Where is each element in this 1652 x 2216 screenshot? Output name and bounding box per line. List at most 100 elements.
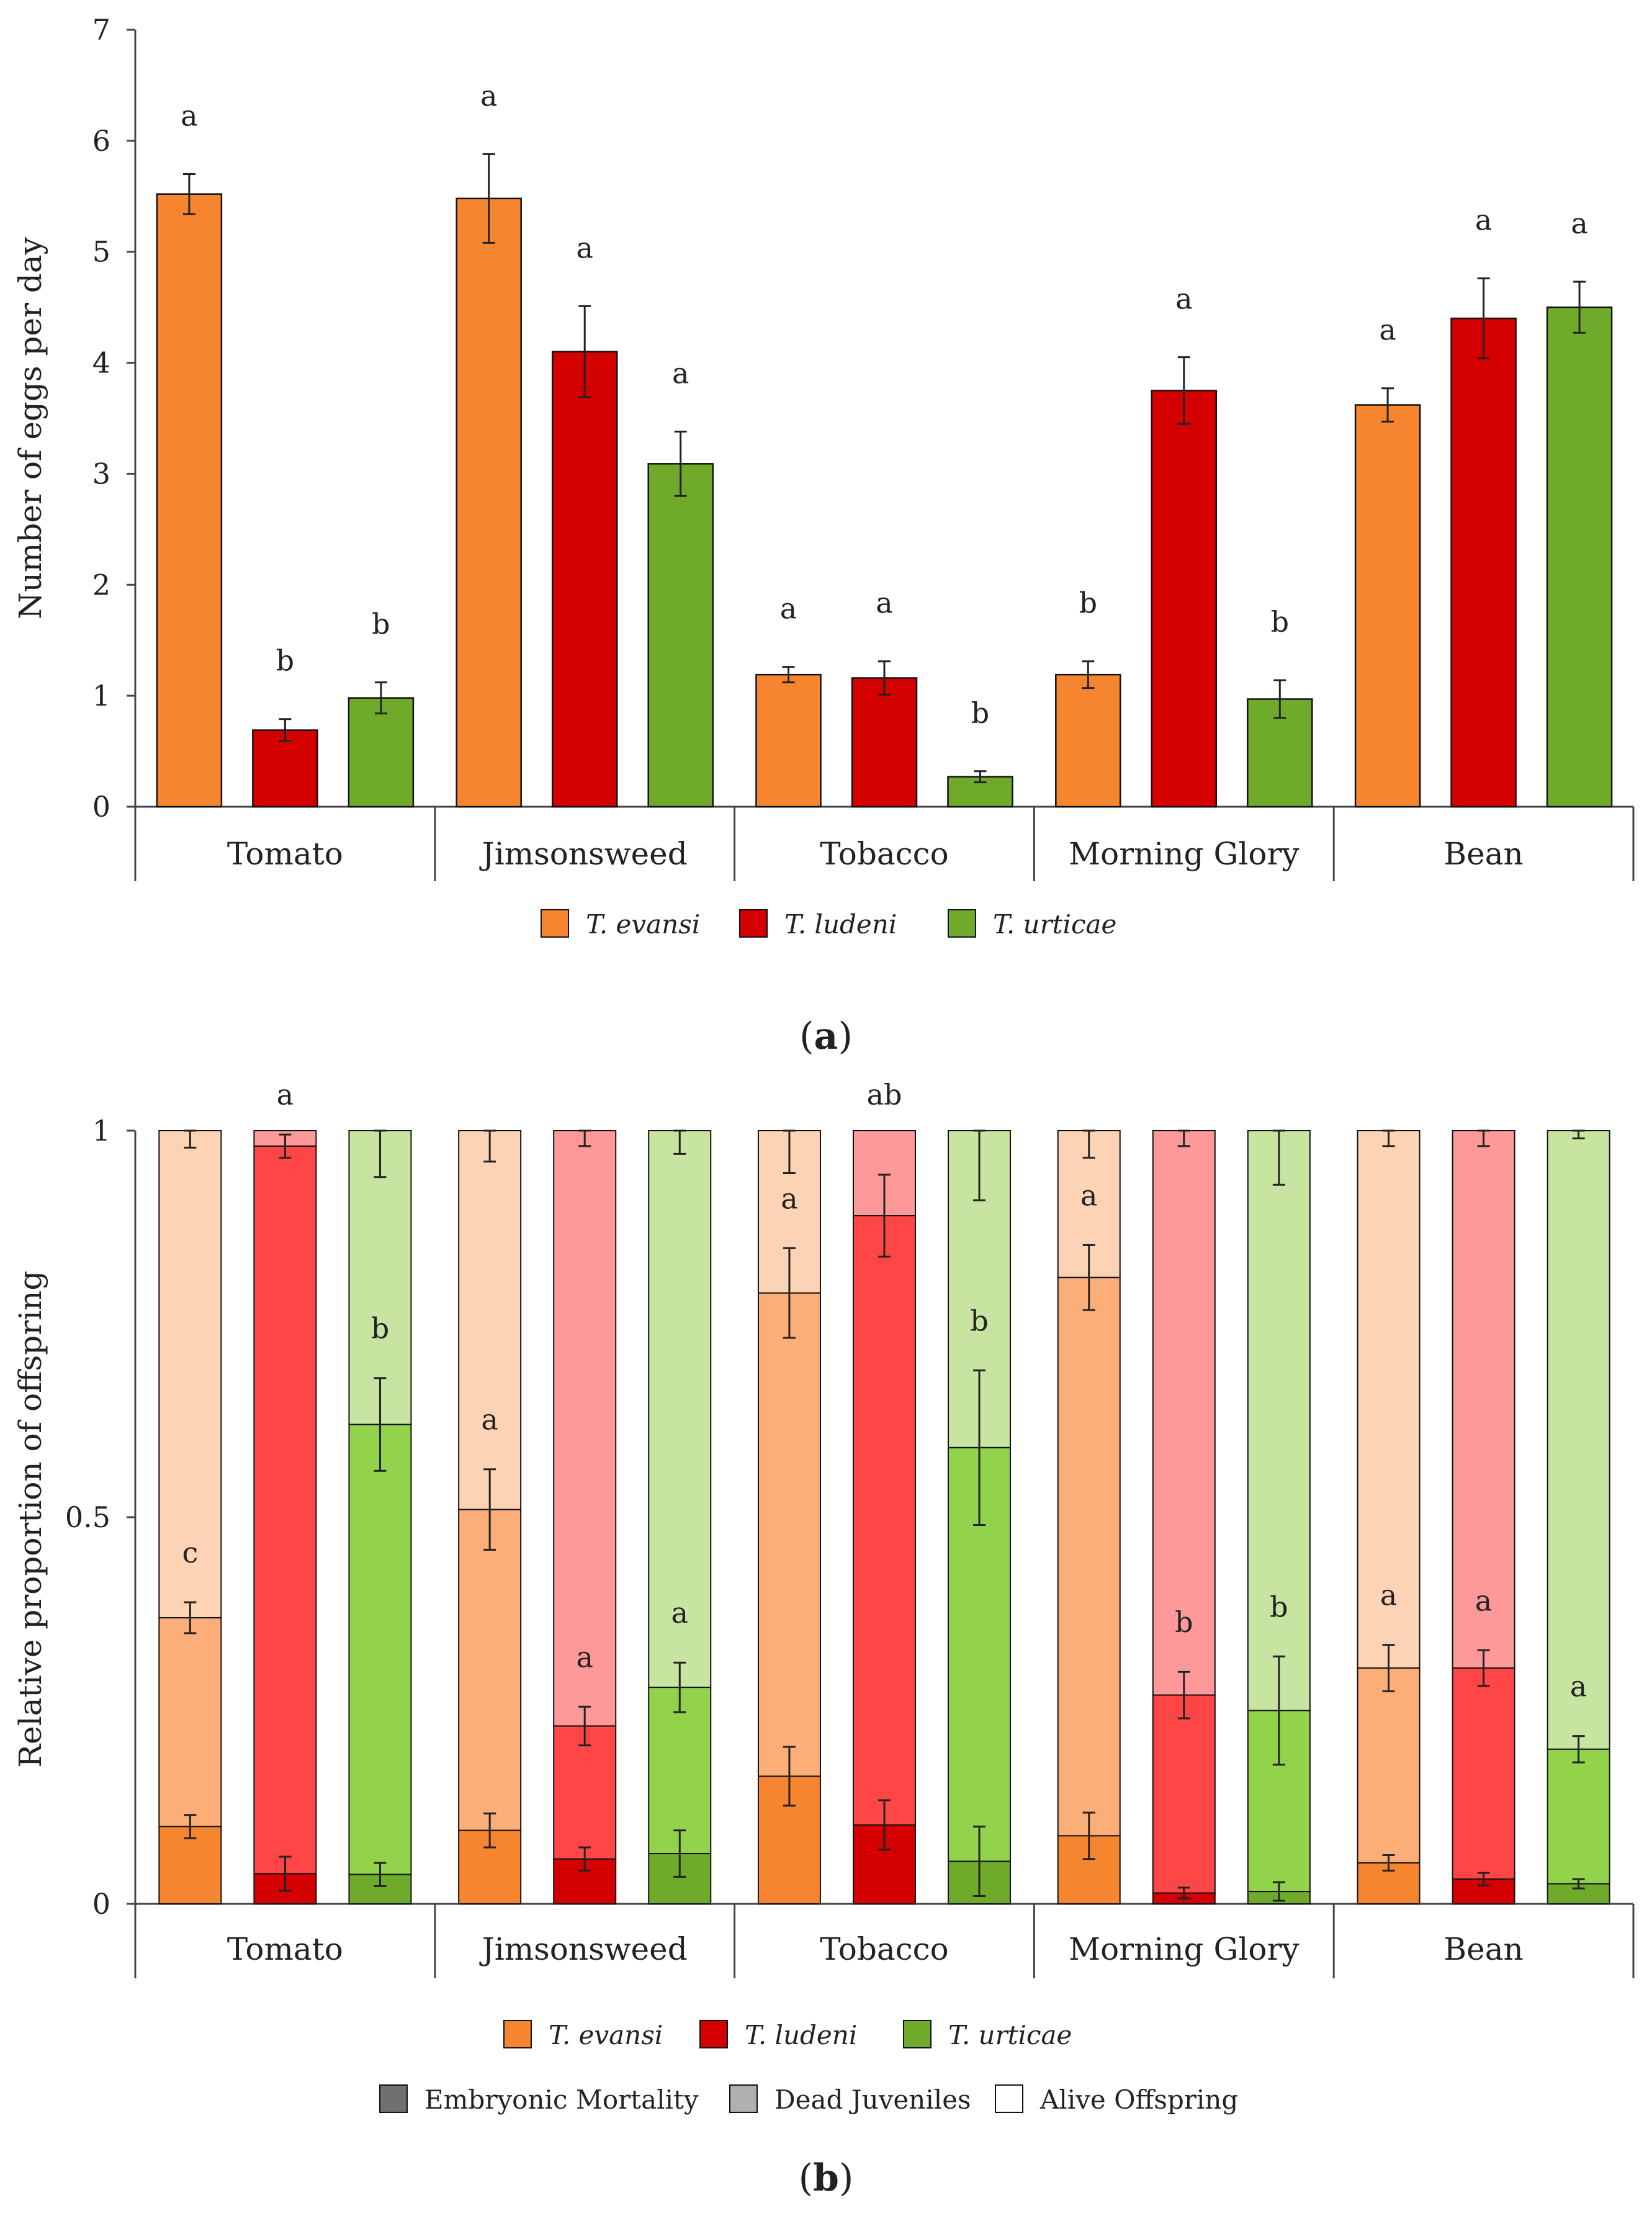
- segment-alive-offspring: [1547, 1130, 1610, 1750]
- bar-t-evansi-morning-glory: b: [1055, 586, 1121, 808]
- bar-t-ludeni-tomato: b: [252, 644, 318, 808]
- bar-t-evansi-bean: a: [1354, 313, 1421, 808]
- y-tick-label: 7: [92, 13, 110, 47]
- significance-letter: b: [371, 1312, 389, 1345]
- error-bar-cumulative: [878, 1173, 891, 1258]
- error-bar: [482, 153, 495, 244]
- error-bar-embryonic: [279, 1855, 292, 1892]
- segment-dead-juveniles: [458, 1509, 522, 1831]
- legend-label: T. evansi: [586, 909, 700, 940]
- error-bar-cumulative: [973, 1369, 986, 1526]
- stacked-bar-t-urticae-tomato: b: [348, 1129, 412, 1905]
- stacked-bar-t-urticae-morning-glory: b: [1247, 1129, 1311, 1904]
- stacked-bar-t-evansi-jimsonsweed: a: [458, 1129, 522, 1904]
- error-bar: [1177, 356, 1190, 425]
- bar-t-evansi-tobacco: a: [755, 592, 822, 808]
- significance-letter: a: [672, 356, 689, 390]
- category-label-morning-glory: Morning Glory: [1069, 1931, 1300, 1967]
- stacked-bar-t-urticae-tobacco: b: [948, 1129, 1012, 1904]
- bar-t-urticae-jimsonsweed: a: [647, 356, 714, 808]
- bar-rect: [755, 673, 822, 808]
- bar-rect: [647, 463, 714, 808]
- bar-t-evansi-jimsonsweed: a: [456, 79, 522, 808]
- stacked-bar-t-evansi-tomato: c: [158, 1129, 222, 1904]
- significance-letter: a: [277, 1078, 294, 1111]
- legend-item-t-evansi: T. evansi: [541, 909, 700, 940]
- legend-swatch: [739, 909, 768, 938]
- legend-swatch: [699, 2020, 728, 2048]
- significance-letter: b: [970, 1304, 988, 1337]
- stacked-bar-t-urticae-jimsonsweed: a: [648, 1129, 712, 1905]
- error-bar-top: [783, 1129, 796, 1175]
- panel-a-bars: a b b a a a a a b b a b a a a: [156, 79, 1613, 808]
- category-label-morning-glory: Morning Glory: [1069, 836, 1300, 872]
- bar-rect: [348, 697, 415, 808]
- significance-letter: a: [480, 79, 497, 112]
- stacked-bar-t-evansi-morning-glory: a: [1057, 1129, 1121, 1905]
- error-bar-cumulative: [1382, 1644, 1395, 1692]
- segment-dead-juveniles: [1152, 1694, 1216, 1894]
- bar-t-urticae-tomato: b: [348, 608, 415, 808]
- segment-dead-juveniles: [1547, 1748, 1610, 1885]
- y-tick-label: 5: [92, 235, 110, 269]
- error-bar-cumulative: [483, 1468, 496, 1551]
- segment-dead-juveniles: [348, 1424, 412, 1875]
- error-bar-cumulative: [1477, 1649, 1490, 1687]
- legend-item-t-urticae: T. urticae: [948, 909, 1116, 940]
- y-tick-label: 1: [92, 679, 110, 712]
- error-bar-embryonic: [1382, 1854, 1395, 1872]
- legend-item-t-ludeni: T. ludeni: [739, 909, 897, 940]
- error-bar: [279, 718, 292, 742]
- error-bar-embryonic: [1177, 1886, 1190, 1900]
- legend-label: Alive Offspring: [1039, 2084, 1238, 2115]
- significance-letter: a: [1080, 1178, 1097, 1212]
- panel-a-legend: T. evansi T. ludeni T. urticae: [541, 909, 1116, 940]
- significance-letter: a: [576, 231, 593, 264]
- panel-b-label: (b): [799, 2156, 854, 2200]
- error-bar-cumulative: [279, 1133, 292, 1159]
- legend-label: T. evansi: [549, 2020, 663, 2050]
- panel-b-legend: T. evansi T. ludeni T. urticae Embryonic Mo…: [379, 2020, 1238, 2115]
- legend-label: T. ludeni: [784, 909, 897, 940]
- y-tick-label: 6: [92, 124, 110, 158]
- significance-letter: a: [1379, 313, 1396, 347]
- error-bar: [1573, 280, 1586, 334]
- error-bar-cumulative: [184, 1601, 197, 1635]
- panel-a-y-axis-label: Number of eggs per day: [12, 236, 48, 619]
- segment-alive-offspring: [1247, 1130, 1311, 1711]
- significance-letter: b: [1270, 1590, 1288, 1623]
- bar-rect: [1546, 306, 1613, 808]
- segment-alive-offspring: [648, 1130, 712, 1689]
- significance-letter: a: [780, 592, 797, 626]
- error-bar-embryonic: [1572, 1878, 1585, 1890]
- panel-a-label: (a): [799, 1015, 853, 1058]
- bar-rect: [1450, 317, 1517, 808]
- error-bar: [974, 770, 987, 784]
- y-tick-label: 4: [92, 346, 110, 380]
- legend-species-t-ludeni: T. ludeni: [699, 2020, 857, 2050]
- category-label-tobacco: Tobacco: [820, 1931, 949, 1967]
- error-bar-embryonic: [374, 1862, 387, 1887]
- error-bar: [182, 173, 195, 215]
- legend-swatch: [541, 909, 569, 938]
- significance-letter: b: [1175, 1605, 1193, 1639]
- bar-t-urticae-tobacco: b: [947, 696, 1013, 808]
- significance-letter: a: [1475, 1584, 1492, 1617]
- y-tick-label: 3: [92, 457, 110, 490]
- error-bar-top: [673, 1129, 686, 1155]
- error-bar: [374, 681, 387, 715]
- significance-letter: b: [971, 696, 989, 730]
- y-tick-label: 1: [92, 1114, 110, 1147]
- significance-letter: a: [671, 1596, 688, 1630]
- significance-letter: b: [1079, 586, 1097, 620]
- error-bar-embryonic: [973, 1825, 986, 1898]
- significance-letter: a: [1571, 207, 1587, 240]
- segment-dead-juveniles: [1357, 1667, 1421, 1864]
- error-bar-top: [1382, 1129, 1395, 1147]
- error-bar-cumulative: [1272, 1655, 1285, 1766]
- segment-dead-juveniles: [1452, 1667, 1515, 1880]
- bar-rect: [456, 197, 522, 808]
- significance-letter: b: [372, 608, 390, 641]
- error-bar-cumulative: [1082, 1244, 1095, 1311]
